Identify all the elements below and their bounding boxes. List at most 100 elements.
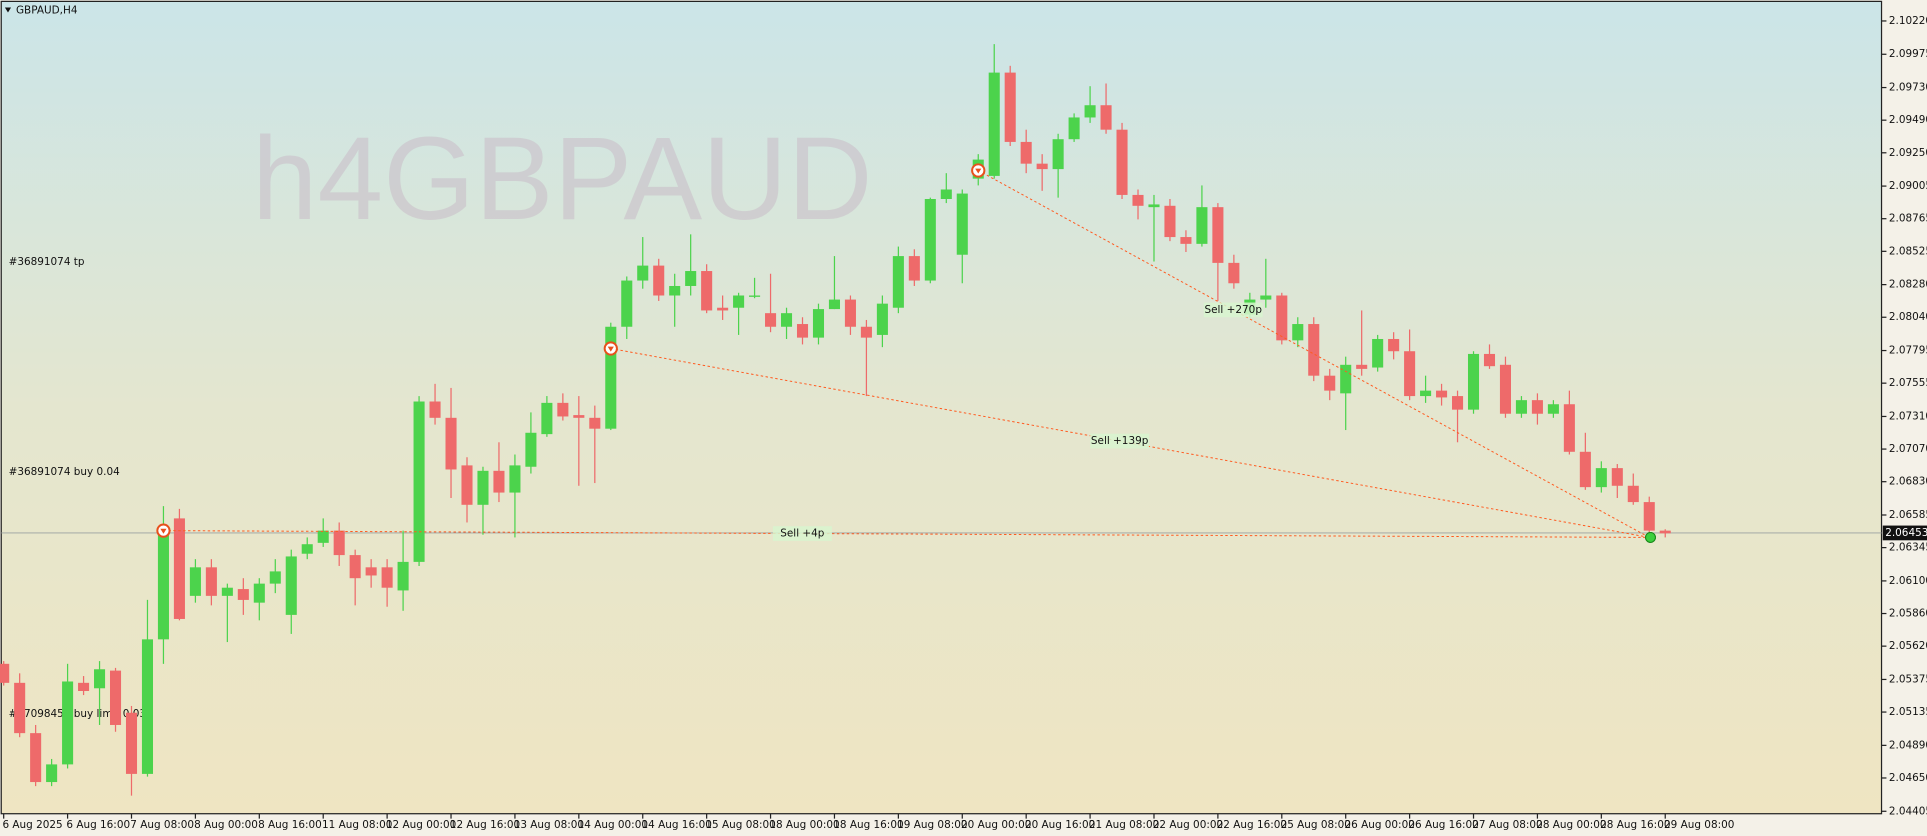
candle-body	[349, 555, 361, 579]
candle-body	[14, 682, 26, 734]
x-tick-label: 28 Aug 16:00	[1600, 819, 1670, 831]
candle-body	[413, 401, 425, 562]
candle-body	[1483, 353, 1496, 367]
x-tick-label: 13 Aug 08:00	[514, 819, 584, 831]
candle-body	[253, 583, 265, 603]
candle-body	[157, 530, 169, 640]
candle-body	[1499, 364, 1511, 414]
candle-body	[0, 663, 10, 683]
x-tick-label: 26 Aug 16:00	[1408, 819, 1478, 831]
candle-body	[493, 470, 505, 493]
candle-body	[1180, 237, 1192, 244]
candle-body	[525, 432, 537, 467]
x-tick-label: 7 Aug 08:00	[130, 819, 194, 831]
candle-body	[1436, 390, 1448, 398]
y-tick-label: 2.07070	[1889, 443, 1927, 455]
menu-arrow[interactable]	[4, 7, 12, 13]
candle-body	[876, 303, 888, 335]
y-tick-label: 2.04650	[1889, 772, 1927, 784]
candle-body	[1276, 295, 1288, 341]
x-tick-label: 29 Aug 08:00	[1664, 819, 1734, 831]
candle-body	[621, 280, 633, 327]
candle-body	[1420, 390, 1432, 397]
x-tick-label: 8 Aug 16:00	[258, 819, 322, 831]
candle-body	[1116, 129, 1128, 195]
candle-body	[605, 326, 617, 429]
x-tick-label: 15 Aug 08:00	[705, 819, 775, 831]
x-tick-label: 12 Aug 16:00	[450, 819, 520, 831]
candle-body	[685, 271, 697, 286]
candle-body	[573, 415, 585, 418]
candle-body	[221, 587, 233, 596]
order-label: #36891074 buy 0.04	[9, 466, 121, 478]
candle-body	[860, 326, 872, 338]
candle-body	[1611, 468, 1623, 486]
y-tick-label: 2.06830	[1889, 476, 1927, 488]
candle-body	[1100, 105, 1112, 130]
trade-entry-arrow	[607, 346, 614, 352]
y-tick-label: 2.08525	[1889, 245, 1927, 257]
y-tick-label: 2.06100	[1889, 575, 1927, 587]
candle-body	[1356, 364, 1368, 369]
candle-body	[189, 567, 201, 596]
y-tick-label: 2.07555	[1889, 377, 1927, 389]
candle-body	[317, 530, 329, 543]
y-tick-label: 2.08280	[1889, 279, 1927, 291]
candle-body	[589, 417, 601, 429]
trade-label-bg	[1090, 433, 1150, 449]
y-tick-label: 2.05375	[1889, 673, 1927, 685]
y-tick-label: 2.06585	[1889, 509, 1927, 521]
candle-body	[557, 402, 569, 417]
candle-body	[1292, 324, 1304, 341]
candle-body	[796, 324, 809, 338]
trade-label: Sell +139p	[1091, 435, 1149, 447]
y-tick-label: 2.07795	[1889, 345, 1927, 357]
y-tick-label: 2.05135	[1889, 706, 1927, 718]
candle-body	[1212, 207, 1224, 263]
y-tick-label: 2.05620	[1889, 640, 1927, 652]
x-tick-label: 14 Aug 00:00	[578, 819, 648, 831]
candle-body	[269, 571, 281, 584]
candle-body	[397, 561, 409, 591]
last-price-badge	[1882, 525, 1927, 541]
y-tick-label: 2.09730	[1889, 82, 1927, 94]
candle-body	[733, 295, 745, 308]
candle-body	[940, 189, 952, 200]
trade-line	[163, 530, 1650, 538]
x-tick-label: 20 Aug 00:00	[961, 819, 1031, 831]
candle-body	[461, 465, 473, 505]
candle-body	[477, 470, 489, 505]
candle-body	[78, 682, 90, 691]
candle-body	[749, 295, 761, 297]
candle-body	[1196, 207, 1208, 244]
x-tick-label: 21 Aug 08:00	[1089, 819, 1159, 831]
y-tick-label: 2.07310	[1889, 410, 1927, 422]
candle-body	[1020, 141, 1032, 164]
candle-body	[781, 313, 793, 327]
candle-body	[109, 670, 122, 725]
candle-body	[1260, 295, 1272, 300]
candle-body	[844, 299, 856, 327]
candle-body	[429, 401, 441, 418]
candle-body	[892, 256, 904, 308]
candle-body	[237, 589, 249, 600]
candle-body	[1228, 262, 1240, 284]
trade-label-bg	[1203, 302, 1263, 318]
candle-body	[924, 199, 936, 281]
candle-body	[173, 518, 185, 619]
candle-body	[333, 530, 345, 556]
x-tick-label: 28 Aug 00:00	[1536, 819, 1606, 831]
y-tick-label: 2.09975	[1889, 48, 1927, 60]
candle-body	[812, 309, 825, 338]
trade-label: Sell +4p	[780, 528, 825, 540]
x-tick-label: 8 Aug 00:00	[194, 819, 258, 831]
candle-body	[1132, 194, 1144, 206]
candle-body	[46, 764, 58, 783]
x-tick-label: 19 Aug 08:00	[897, 819, 967, 831]
order-label: #36891074 tp	[9, 256, 85, 268]
x-tick-label: 11 Aug 08:00	[322, 819, 392, 831]
y-tick-label: 2.06345	[1889, 542, 1927, 554]
candle-body	[1404, 351, 1416, 397]
candle-body	[1340, 364, 1352, 394]
candle-body	[1579, 451, 1591, 488]
